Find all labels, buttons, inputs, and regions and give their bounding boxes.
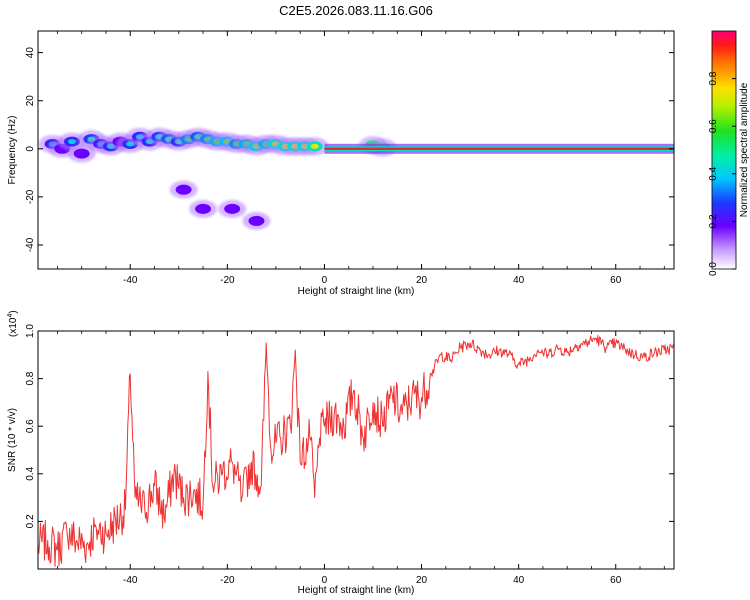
snr-y-tick-label: 0.8 — [25, 371, 36, 385]
spectrogram-ridge — [324, 143, 674, 154]
snr-x-tick-label: 40 — [513, 575, 525, 586]
colorbar-ticks: 0.0 0.2 0.4 0.6 0.8 — [708, 71, 736, 276]
spectrogram-y-tick-label: 0 — [25, 146, 36, 152]
snr-x-tick-label: 60 — [610, 575, 622, 586]
colorbar-tick-label: 0.4 — [708, 166, 719, 180]
snr-panel: -40 -20 0 20 40 60 1.0 0.8 0.6 0.4 0.2 Height of … — [7, 310, 675, 596]
snr-y-ticks: 1.0 0.8 0.6 0.4 0.2 — [25, 324, 674, 528]
spectrogram-blob — [73, 148, 90, 159]
snr-series-line — [38, 335, 674, 567]
colorbar-tick-label: 0.6 — [708, 119, 719, 133]
snr-y-tick-label: 0.4 — [25, 466, 36, 480]
snr-x-ticks: -40 -20 0 20 40 60 — [57, 331, 665, 586]
spectrogram-y-tick-label: -20 — [25, 189, 36, 204]
snr-scale-label: (x104) — [7, 310, 19, 337]
colorbar-tick-label: 0.8 — [708, 71, 719, 85]
spectrogram-blob-core — [310, 143, 319, 149]
snr-y-tick-label: 0.6 — [25, 419, 36, 433]
spectrogram-x-tick-label: 40 — [513, 275, 525, 286]
spectrogram-x-tick-label: 60 — [610, 275, 622, 286]
snr-x-tick-label: 0 — [322, 575, 328, 586]
snr-x-label: Height of straight line (km) — [298, 585, 415, 596]
snr-scale-prefix: (x10 — [8, 317, 19, 337]
snr-scale-close: ) — [8, 310, 19, 313]
spectrogram-y-tick-label: 20 — [25, 95, 36, 107]
spectrogram-y-tick-label: 40 — [25, 47, 36, 59]
snr-y-label: SNR (10 * v/v) — [7, 408, 18, 472]
spectrogram-y-tick-label: -40 — [25, 237, 36, 252]
spectrogram-x-tick-label: 0 — [322, 275, 328, 286]
spectrogram-blob-core — [67, 139, 76, 145]
spectrogram-blob — [175, 184, 192, 195]
spectrogram-x-tick-label: 20 — [416, 275, 428, 286]
snr-scale-exponent: 4 — [7, 314, 14, 318]
spectrogram-panel: -40 -20 0 20 40 60 40 20 0 -20 -40 Height of stra… — [7, 30, 675, 297]
snr-y-tick-label: 1.0 — [25, 324, 36, 338]
spectrogram-x-label: Height of straight line (km) — [298, 286, 415, 297]
chart-title: C2E5.2026.083.11.16.G06 — [279, 3, 433, 18]
colorbar-tick-label: 0.0 — [708, 262, 719, 276]
colorbar-gradient — [711, 30, 737, 270]
spectrogram-y-label: Frequency (Hz) — [7, 116, 18, 185]
spectrogram-x-tick-label: -20 — [220, 275, 235, 286]
snr-frame — [37, 330, 675, 570]
spectrogram-x-tick-label: -40 — [123, 275, 138, 286]
svg-text:(x104): (x104) — [7, 310, 19, 337]
spectrogram-blob — [248, 215, 265, 226]
spectrogram-blobs — [38, 127, 397, 230]
colorbar-tick-label: 0.2 — [708, 214, 719, 228]
spectrogram-blob — [195, 203, 212, 214]
colorbar-label: Normalized spectral amplitude — [739, 82, 750, 217]
snr-x-tick-label: 20 — [416, 575, 428, 586]
spectrogram-ridge-core — [324, 147, 674, 150]
snr-x-tick-label: -40 — [123, 575, 138, 586]
colorbar: 0.0 0.2 0.4 0.6 0.8 Normalized spectral ampl… — [708, 30, 750, 276]
spectrogram-y-ticks: 40 20 0 -20 -40 — [25, 47, 674, 252]
spectrogram-frame — [37, 30, 675, 270]
spectrogram-blob — [224, 203, 241, 214]
snr-x-tick-label: -20 — [220, 575, 235, 586]
spectrogram-x-ticks: -40 -20 0 20 40 60 — [57, 31, 665, 286]
snr-y-tick-label: 0.2 — [25, 514, 36, 528]
